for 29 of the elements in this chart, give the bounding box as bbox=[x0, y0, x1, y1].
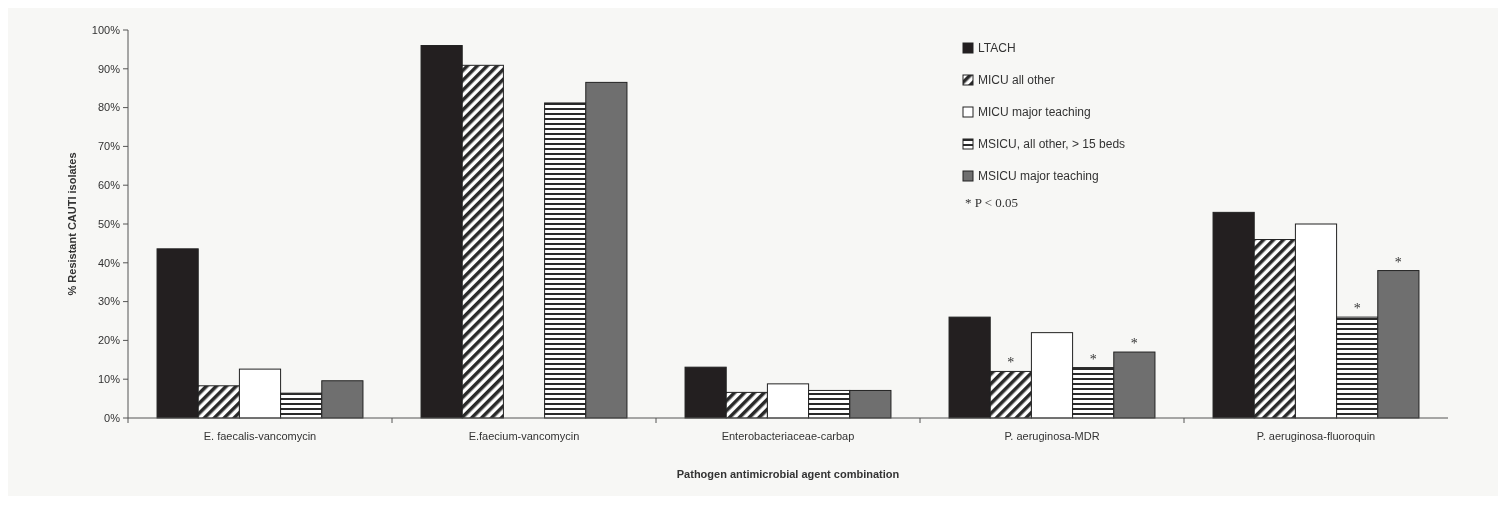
data-label: * bbox=[1130, 336, 1138, 352]
y-tick-label: 50% bbox=[97, 217, 121, 230]
y-tick-label: 10% bbox=[97, 373, 121, 386]
legend-label: MICU all other bbox=[978, 73, 1055, 88]
data-label: * bbox=[1089, 351, 1097, 367]
data-label: * bbox=[1353, 301, 1361, 317]
y-axis-title: % Resistant CAUTI isolates bbox=[66, 152, 78, 296]
legend-label: MICU major teaching bbox=[978, 105, 1091, 120]
y-tick-label: 100% bbox=[91, 23, 121, 36]
legend-label: LTACH bbox=[978, 41, 1016, 56]
y-tick-label: 20% bbox=[97, 334, 121, 347]
y-tick-label: 40% bbox=[97, 256, 121, 269]
y-tick-label: 60% bbox=[97, 179, 121, 192]
x-tick-label: P. aeruginosa-fluoroquin bbox=[1256, 430, 1376, 442]
x-tick-label: E.faecium-vancomycin bbox=[468, 430, 580, 442]
data-label: * bbox=[1007, 355, 1015, 371]
y-tick-label: 80% bbox=[97, 101, 121, 114]
x-axis-title: Pathogen antimicrobial agent combination bbox=[676, 468, 900, 480]
legend-label: MSICU major teaching bbox=[978, 169, 1099, 184]
y-tick-label: 70% bbox=[97, 140, 121, 153]
data-label: * bbox=[1394, 254, 1402, 270]
x-tick-label: P. aeruginosa-MDR bbox=[1004, 430, 1100, 442]
legend-label: MSICU, all other, > 15 beds bbox=[978, 137, 1126, 152]
y-tick-label: 90% bbox=[97, 62, 121, 75]
annotation: * P < 0.05 bbox=[965, 194, 1019, 210]
y-tick-label: 30% bbox=[97, 295, 121, 308]
x-tick-label: E. faecalis-vancomycin bbox=[203, 430, 317, 442]
x-tick-label: Enterobacteriaceae-carbap bbox=[721, 430, 855, 442]
y-tick-label: 0% bbox=[104, 411, 121, 424]
